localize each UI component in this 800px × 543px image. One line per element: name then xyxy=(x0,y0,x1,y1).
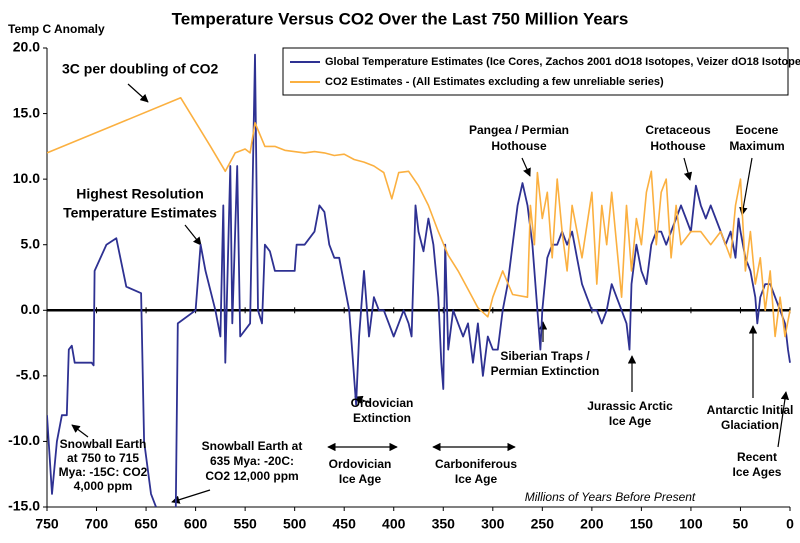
x-tick-label: 700 xyxy=(85,516,109,532)
annotation: Extinction xyxy=(353,411,411,425)
series-line xyxy=(47,53,791,507)
x-tick-label: 150 xyxy=(630,516,654,532)
annotation: Hothouse xyxy=(650,139,706,153)
series-line xyxy=(47,97,791,338)
x-tick-label: 200 xyxy=(580,516,604,532)
annotation: Highest Resolution xyxy=(76,186,204,202)
annotation-arrows xyxy=(71,83,790,504)
annotation: Pangea / Permian xyxy=(469,123,569,137)
y-tick-label: -15.0 xyxy=(8,498,40,514)
y-axis-label: Temp C Anomaly xyxy=(8,22,105,36)
annotation: Mya: -15C: CO2 xyxy=(59,465,148,479)
annotation: Permian Extinction xyxy=(491,364,600,378)
annotation: Carboniferous xyxy=(435,457,517,471)
annotation: Ice Age xyxy=(455,472,498,486)
x-axis-label: Millions of Years Before Present xyxy=(525,490,696,504)
annotation: Ice Age xyxy=(339,472,382,486)
x-tick-label: 550 xyxy=(233,516,257,532)
x-tick-label: 300 xyxy=(481,516,505,532)
x-tick-label: 750 xyxy=(35,516,59,532)
annotation: Hothouse xyxy=(491,139,547,153)
y-tick-label: 5.0 xyxy=(21,235,41,251)
x-tick-label: 350 xyxy=(432,516,456,532)
annotation: Eocene xyxy=(736,123,779,137)
x-tick-label: 100 xyxy=(679,516,703,532)
annotation: Ice Age xyxy=(609,414,652,428)
y-tick-label: 15.0 xyxy=(13,104,40,120)
annotation: 4,000 ppm xyxy=(74,479,133,493)
y-tick-label: -5.0 xyxy=(16,367,40,383)
x-tick-label: 400 xyxy=(382,516,406,532)
legend-label: Global Temperature Estimates (Ice Cores,… xyxy=(325,56,800,68)
annotation: Ordovician xyxy=(351,396,414,410)
x-tick-label: 450 xyxy=(333,516,357,532)
legend-box xyxy=(282,47,789,96)
x-tick-label: 0 xyxy=(786,516,794,532)
annotation: Temperature Estimates xyxy=(63,205,217,221)
annotation: Ice Ages xyxy=(733,465,782,479)
annotation: at 750 to 715 xyxy=(67,451,139,465)
annotation: Snowball Earth at xyxy=(202,439,303,453)
annotation: Recent xyxy=(737,450,777,464)
x-tick-label: 500 xyxy=(283,516,307,532)
annotation: Maximum xyxy=(729,139,784,153)
annotation: Cretaceous xyxy=(645,123,711,137)
annotation: Glaciation xyxy=(721,418,779,432)
x-tick-label: 600 xyxy=(184,516,208,532)
annotation: 635 Mya: -20C: xyxy=(210,454,294,468)
y-tick-label: 20.0 xyxy=(13,39,40,55)
y-tick-label: 10.0 xyxy=(13,170,40,186)
y-tick-label: 0.0 xyxy=(21,301,41,317)
annotation: Snowball Earth xyxy=(60,437,147,451)
x-tick-label: 50 xyxy=(733,516,749,532)
annotation: Antarctic Initial xyxy=(707,403,794,417)
x-tick-label: 650 xyxy=(134,516,158,532)
x-tick-label: 250 xyxy=(531,516,555,532)
annotation: Ordovician xyxy=(329,457,392,471)
chart-title: Temperature Versus CO2 Over the Last 750… xyxy=(172,9,629,28)
annotation: Siberian Traps / xyxy=(500,349,590,363)
plot-area xyxy=(47,53,791,507)
annotation: 3C per doubling of CO2 xyxy=(62,61,219,77)
y-tick-label: -10.0 xyxy=(8,432,40,448)
annotation: CO2 12,000 ppm xyxy=(205,469,298,483)
legend-label: CO2 Estimates - (All Estimates excluding… xyxy=(325,76,664,88)
annotation: Jurassic Arctic xyxy=(587,399,673,413)
